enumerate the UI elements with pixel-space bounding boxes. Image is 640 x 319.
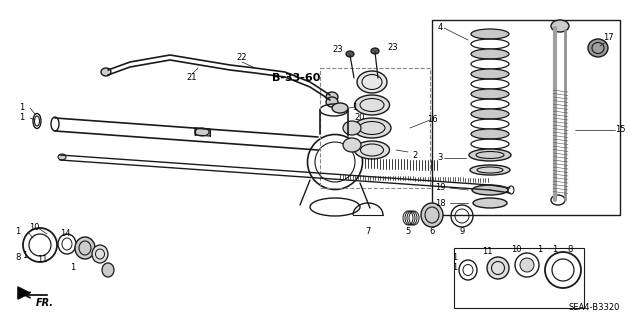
Text: 5: 5 [405, 227, 411, 236]
Ellipse shape [487, 257, 509, 279]
Bar [320, 68, 430, 188]
Text: 22: 22 [237, 53, 247, 62]
Text: 10: 10 [511, 246, 521, 255]
Text: 1: 1 [452, 253, 458, 262]
Text: 23: 23 [333, 46, 343, 55]
Text: FR.: FR. [36, 298, 54, 308]
Text: 23: 23 [388, 43, 398, 53]
Text: 11: 11 [482, 248, 492, 256]
Ellipse shape [195, 128, 209, 136]
Text: 15: 15 [615, 125, 625, 135]
Ellipse shape [332, 103, 348, 113]
Text: 9: 9 [460, 227, 465, 236]
Ellipse shape [520, 258, 534, 272]
Ellipse shape [343, 121, 361, 135]
Text: 14: 14 [60, 229, 70, 239]
Text: 1: 1 [353, 102, 358, 112]
Ellipse shape [353, 118, 391, 138]
Bar [432, 20, 620, 215]
Ellipse shape [346, 51, 354, 57]
Text: 18: 18 [435, 198, 445, 207]
Ellipse shape [472, 185, 508, 195]
Text: 1: 1 [19, 114, 24, 122]
Ellipse shape [75, 237, 95, 259]
Ellipse shape [102, 263, 114, 277]
Text: 1: 1 [452, 263, 458, 272]
Text: 1: 1 [22, 251, 28, 261]
Text: 1: 1 [70, 263, 76, 272]
Ellipse shape [355, 141, 390, 159]
Ellipse shape [471, 109, 509, 119]
Text: B-33-60: B-33-60 [272, 73, 321, 83]
Ellipse shape [469, 149, 511, 161]
Ellipse shape [357, 71, 387, 93]
Text: 20: 20 [355, 113, 365, 122]
Ellipse shape [551, 20, 569, 32]
Ellipse shape [471, 29, 509, 39]
Text: 11: 11 [36, 256, 47, 264]
Ellipse shape [343, 138, 361, 152]
Text: 19: 19 [435, 183, 445, 192]
Ellipse shape [326, 92, 338, 102]
Ellipse shape [371, 48, 379, 54]
Text: 16: 16 [427, 115, 437, 124]
Polygon shape [18, 287, 30, 299]
Ellipse shape [471, 129, 509, 139]
Text: 1: 1 [552, 246, 557, 255]
Text: 10: 10 [29, 224, 39, 233]
Ellipse shape [471, 69, 509, 79]
Text: 7: 7 [365, 227, 371, 236]
Ellipse shape [471, 49, 509, 59]
Ellipse shape [326, 97, 338, 107]
Text: 21: 21 [187, 73, 197, 83]
Ellipse shape [592, 42, 604, 54]
Text: 8: 8 [567, 246, 573, 255]
Text: 4: 4 [437, 24, 443, 33]
Ellipse shape [473, 198, 507, 208]
Text: 1: 1 [538, 246, 543, 255]
Text: 17: 17 [603, 33, 613, 42]
Ellipse shape [355, 95, 390, 115]
Text: 2: 2 [412, 151, 418, 160]
Polygon shape [195, 128, 210, 136]
Text: 1: 1 [19, 103, 24, 113]
Text: 8: 8 [15, 254, 20, 263]
Text: SEA4-B3320: SEA4-B3320 [568, 303, 620, 313]
Ellipse shape [588, 39, 608, 57]
Text: 3: 3 [437, 153, 443, 162]
Ellipse shape [92, 245, 108, 263]
Ellipse shape [101, 68, 111, 76]
Ellipse shape [471, 89, 509, 99]
Ellipse shape [421, 203, 443, 227]
Text: 1: 1 [15, 227, 20, 236]
Text: 6: 6 [429, 227, 435, 236]
Bar [454, 248, 584, 308]
Ellipse shape [470, 165, 510, 175]
Ellipse shape [58, 154, 66, 160]
